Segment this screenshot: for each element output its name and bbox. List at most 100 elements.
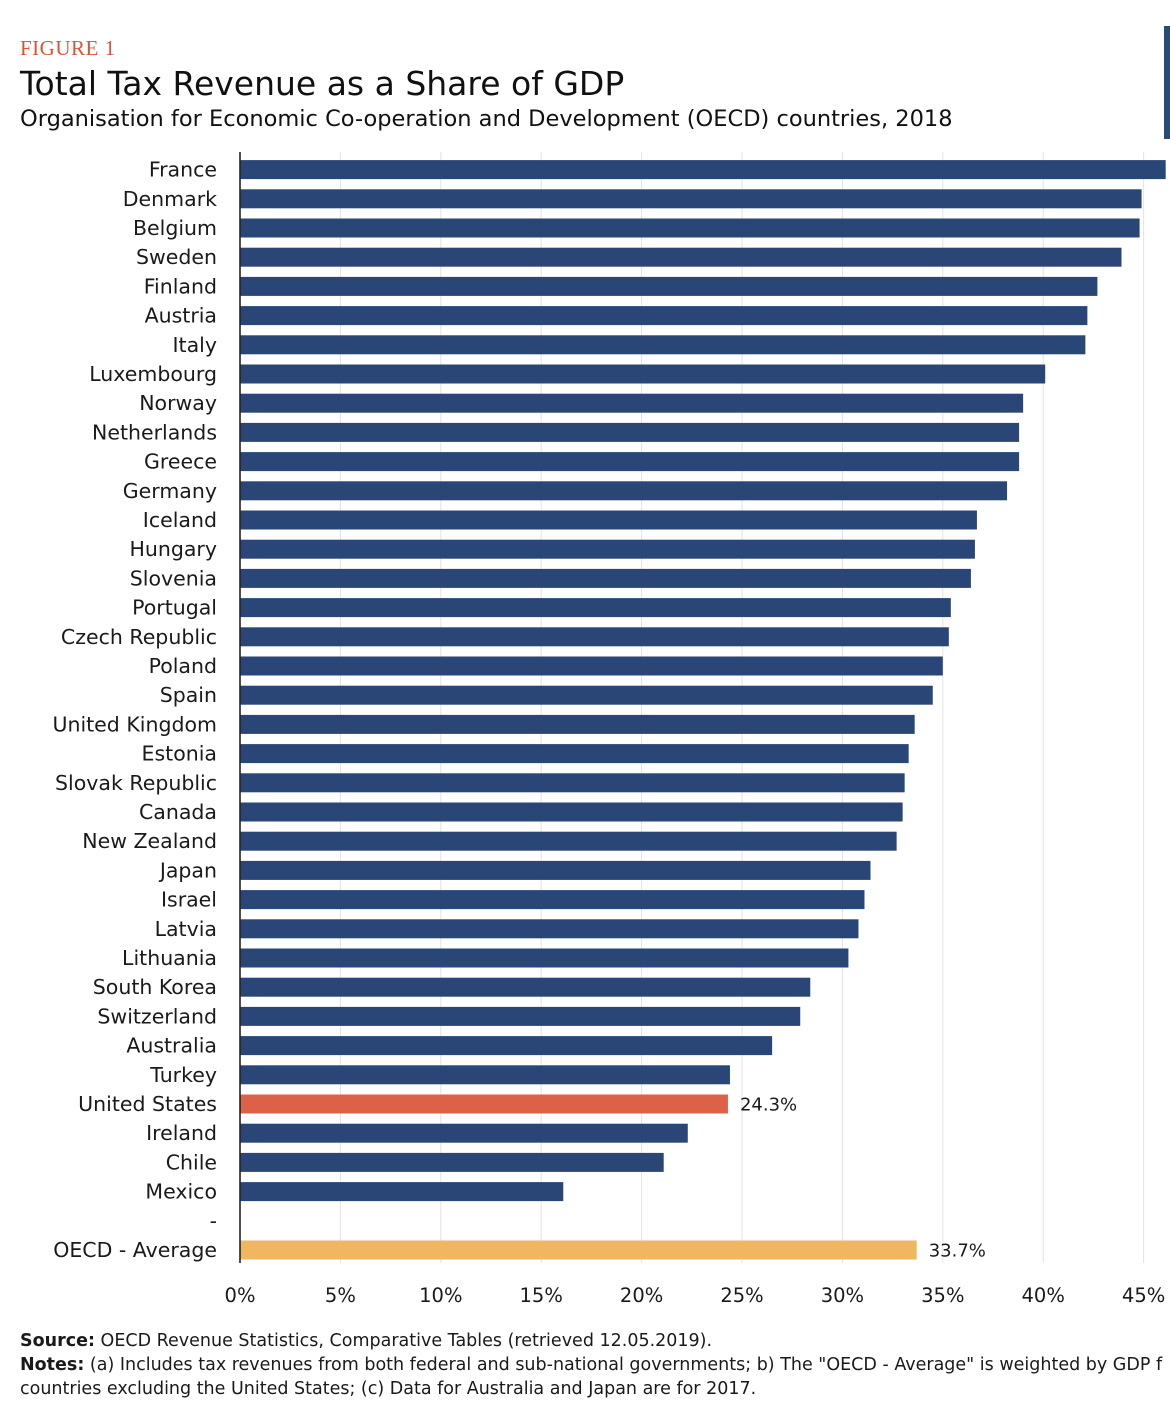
source-label: Source: <box>20 1331 95 1351</box>
decorative-edge-bar <box>1164 26 1170 139</box>
category-label: Norway <box>139 391 217 415</box>
bar <box>240 598 951 618</box>
bar <box>240 306 1088 326</box>
x-tick-label: 15% <box>520 1284 563 1307</box>
category-label: Denmark <box>123 187 217 211</box>
bar <box>240 714 915 734</box>
data-label: 24.3% <box>740 1095 797 1116</box>
bar <box>240 1094 728 1114</box>
notes-text-1: (a) Includes tax revenues from both fede… <box>89 1355 1163 1375</box>
category-label: Chile <box>166 1150 217 1174</box>
x-tick-label: 40% <box>1022 1284 1065 1307</box>
bar <box>240 802 903 822</box>
bar <box>240 1240 917 1260</box>
data-label: 33.7% <box>929 1241 986 1262</box>
category-label: Israel <box>161 888 217 912</box>
bar <box>240 1182 564 1202</box>
category-label: OECD - Average <box>53 1238 217 1262</box>
category-label: Germany <box>123 479 217 503</box>
category-label: Greece <box>144 450 217 474</box>
source-line: Source: OECD Revenue Statistics, Compara… <box>20 1329 1170 1353</box>
bar <box>240 1065 730 1085</box>
bar <box>240 568 971 588</box>
category-label: Hungary <box>129 537 217 561</box>
category-label: Austria <box>145 304 217 328</box>
notes-label: Notes: <box>20 1355 85 1375</box>
bar <box>240 218 1140 238</box>
category-label: Iceland <box>143 508 217 532</box>
bar <box>240 627 949 647</box>
category-label: New Zealand <box>82 829 217 853</box>
bar <box>240 890 865 910</box>
bar <box>240 656 943 676</box>
category-label: Poland <box>149 654 217 678</box>
bar <box>240 481 1008 501</box>
bar <box>240 364 1046 384</box>
bar <box>240 1123 688 1143</box>
bar <box>240 948 849 968</box>
category-label: Portugal <box>132 596 217 620</box>
category-label: Australia <box>126 1034 217 1058</box>
bar <box>240 452 1020 472</box>
category-label: Luxembourg <box>89 362 217 386</box>
x-tick-label: 35% <box>921 1284 964 1307</box>
category-label: United Kingdom <box>52 712 217 736</box>
bar <box>240 860 871 880</box>
category-label: France <box>149 158 217 182</box>
bar <box>240 773 905 793</box>
bar <box>240 1036 773 1056</box>
chart-title: Total Tax Revenue as a Share of GDP <box>20 64 625 103</box>
category-label: Japan <box>158 858 217 882</box>
category-label: Finland <box>144 274 217 298</box>
bar <box>240 1006 801 1026</box>
category-label: Spain <box>160 683 217 707</box>
chart-subtitle: Organisation for Economic Co-operation a… <box>20 106 953 132</box>
bar <box>240 335 1086 355</box>
bar <box>240 510 977 530</box>
bar <box>240 189 1142 209</box>
bar <box>240 539 975 559</box>
category-label: Czech Republic <box>61 625 217 649</box>
x-tick-label: 10% <box>419 1284 462 1307</box>
bar <box>240 276 1098 296</box>
tax-revenue-bar-chart: France Denmark Belgium Sweden Finland Austria… <box>52 152 1166 1307</box>
category-label: Netherlands <box>92 420 217 444</box>
footnotes: Source: OECD Revenue Statistics, Compara… <box>20 1329 1170 1401</box>
bar <box>240 160 1166 180</box>
x-tick-label: 20% <box>620 1284 663 1307</box>
bar <box>240 919 859 939</box>
category-label: Belgium <box>133 216 217 240</box>
category-label: - <box>210 1209 217 1233</box>
category-label: Estonia <box>142 742 217 766</box>
x-tick-label: 25% <box>720 1284 763 1307</box>
bar <box>240 1152 664 1172</box>
notes-line-2: countries excluding the United States; (… <box>20 1379 757 1399</box>
bar <box>240 422 1020 442</box>
bar <box>240 831 897 851</box>
category-label: Switzerland <box>97 1004 217 1028</box>
bar <box>240 393 1024 413</box>
source-text: OECD Revenue Statistics, Comparative Tab… <box>100 1331 713 1351</box>
category-label: Slovak Republic <box>55 771 217 795</box>
bar <box>240 685 933 705</box>
category-label: Latvia <box>155 917 217 941</box>
x-tick-label: 30% <box>821 1284 864 1307</box>
bar <box>240 744 909 764</box>
x-tick-label: 0% <box>225 1284 256 1307</box>
category-label: Ireland <box>146 1121 217 1145</box>
x-tick-label: 45% <box>1122 1284 1165 1307</box>
figure-label: FIGURE 1 <box>20 36 116 60</box>
category-label: Italy <box>173 333 217 357</box>
category-label: Sweden <box>136 245 217 269</box>
category-label: Canada <box>139 800 217 824</box>
category-label: United States <box>78 1092 217 1116</box>
category-label: Lithuania <box>122 946 217 970</box>
category-label: Slovenia <box>130 566 217 590</box>
notes-line: Notes: (a) Includes tax revenues from bo… <box>20 1353 1170 1377</box>
category-label: Turkey <box>149 1063 217 1087</box>
category-label: Mexico <box>145 1180 217 1204</box>
category-label: South Korea <box>93 975 217 999</box>
x-tick-label: 5% <box>325 1284 356 1307</box>
bar <box>240 977 811 997</box>
bar <box>240 247 1122 267</box>
